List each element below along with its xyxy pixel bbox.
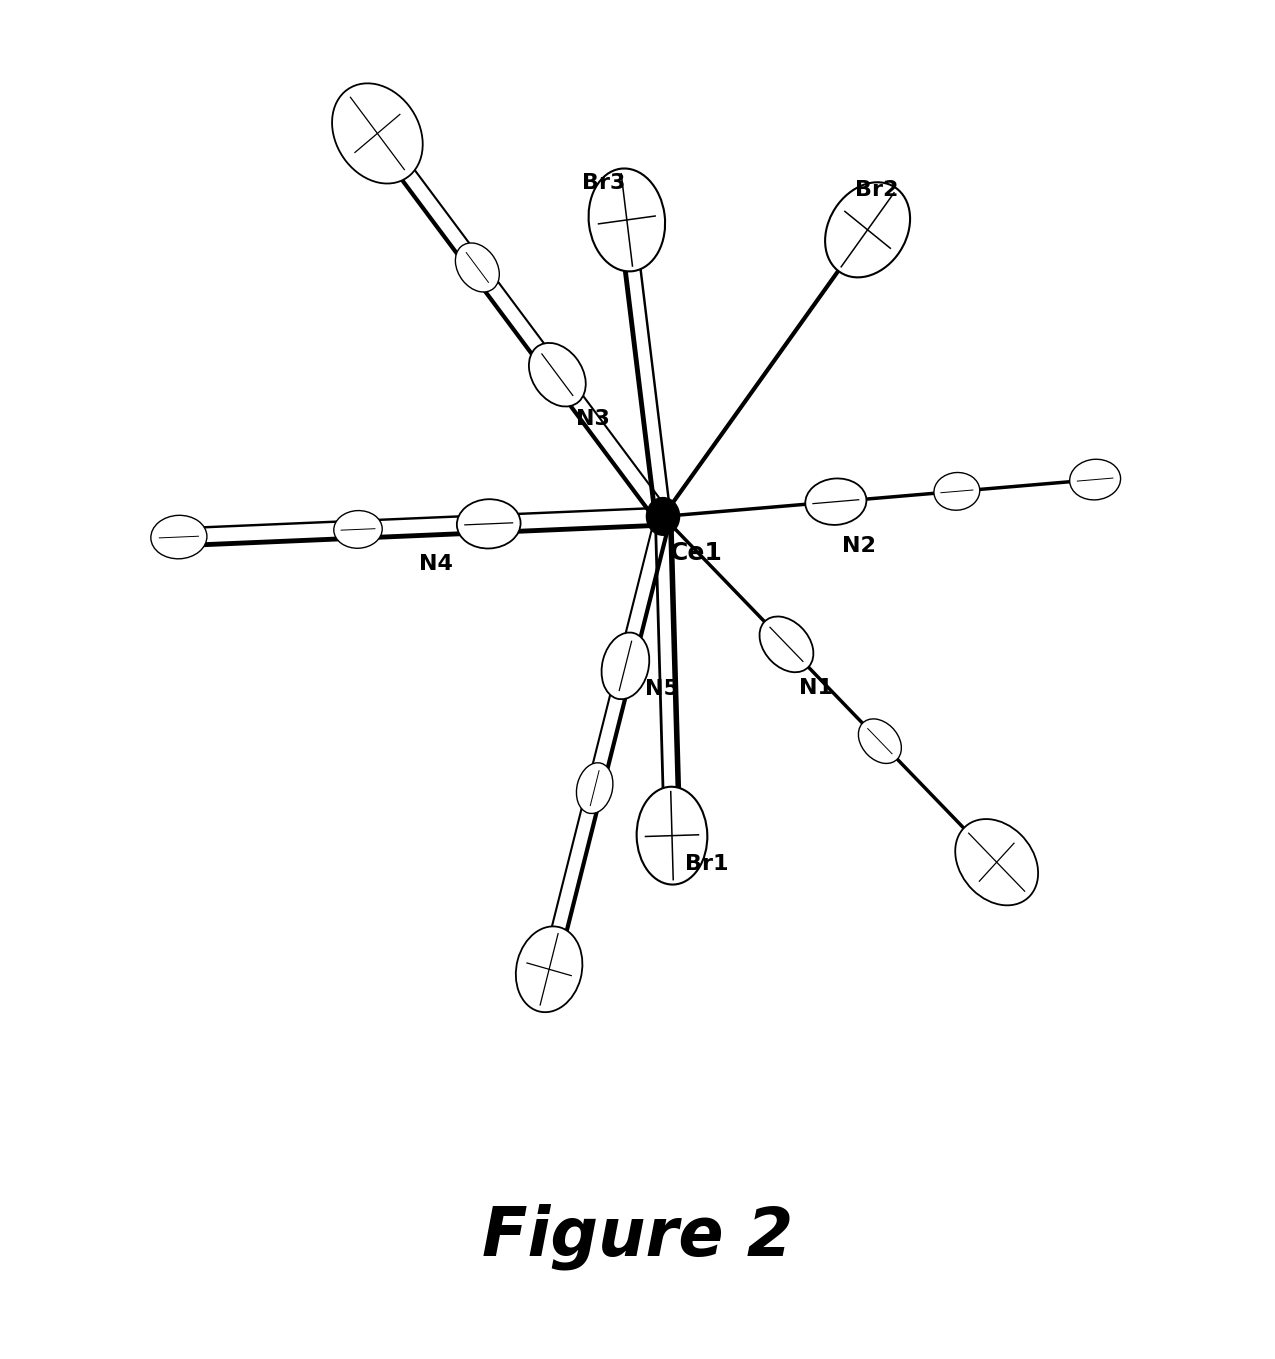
Ellipse shape <box>576 762 613 814</box>
Text: N5: N5 <box>645 680 678 700</box>
Ellipse shape <box>456 499 520 549</box>
Ellipse shape <box>636 787 708 885</box>
Text: N4: N4 <box>418 553 453 573</box>
Ellipse shape <box>529 342 585 406</box>
Ellipse shape <box>589 169 666 272</box>
Ellipse shape <box>858 719 901 764</box>
Ellipse shape <box>332 83 423 183</box>
Text: N1: N1 <box>799 678 833 699</box>
Ellipse shape <box>602 632 649 700</box>
Ellipse shape <box>334 511 382 548</box>
Text: Figure 2: Figure 2 <box>482 1204 793 1269</box>
Text: Ce1: Ce1 <box>669 541 722 565</box>
Text: N3: N3 <box>576 409 611 428</box>
Text: Br2: Br2 <box>854 179 898 200</box>
Text: Br3: Br3 <box>583 173 626 193</box>
Text: Br1: Br1 <box>685 853 728 874</box>
Ellipse shape <box>516 927 583 1012</box>
Ellipse shape <box>760 617 813 673</box>
Ellipse shape <box>825 182 910 277</box>
Ellipse shape <box>955 819 1038 905</box>
Ellipse shape <box>455 243 500 292</box>
Ellipse shape <box>1070 459 1121 500</box>
Ellipse shape <box>933 473 979 510</box>
Ellipse shape <box>646 497 680 535</box>
Text: N2: N2 <box>843 535 876 556</box>
Ellipse shape <box>150 515 207 559</box>
Ellipse shape <box>806 478 867 525</box>
